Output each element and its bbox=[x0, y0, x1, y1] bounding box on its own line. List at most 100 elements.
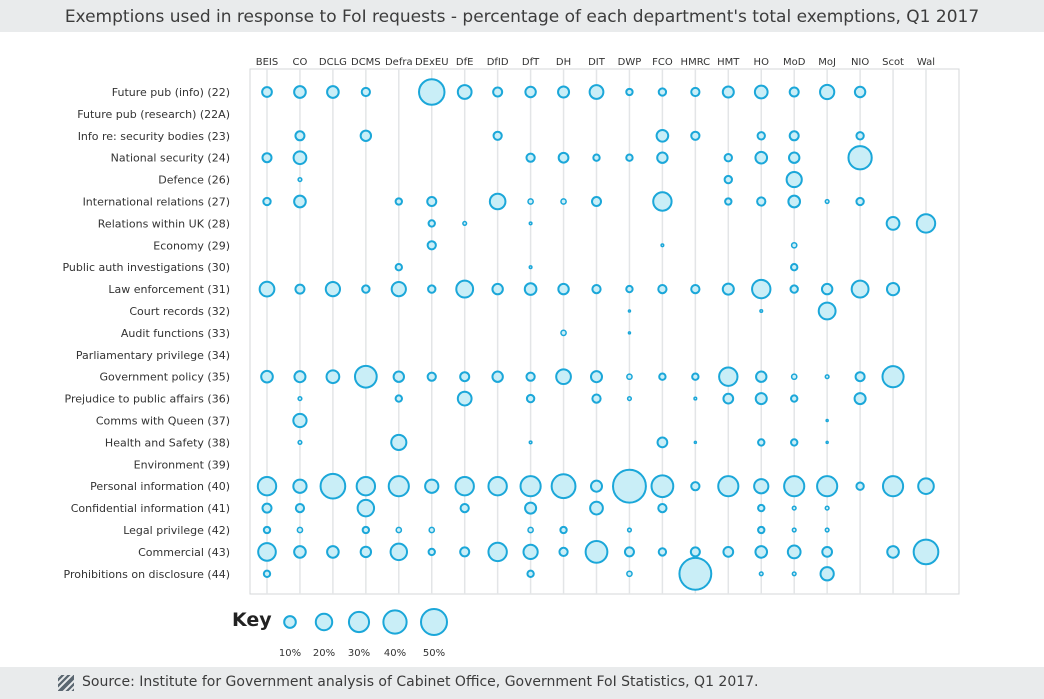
bubble bbox=[655, 128, 670, 143]
bubble bbox=[824, 198, 830, 205]
column-header-moj: MoJ bbox=[818, 57, 836, 68]
bubble bbox=[394, 197, 403, 206]
bubble bbox=[262, 569, 272, 578]
bubble bbox=[785, 171, 803, 189]
bubble bbox=[296, 526, 304, 534]
bubble bbox=[292, 150, 308, 166]
bubble bbox=[456, 390, 473, 407]
bubble bbox=[820, 282, 834, 296]
bubble bbox=[824, 505, 830, 511]
bubble bbox=[361, 525, 371, 535]
column-header-wal: Wal bbox=[917, 57, 935, 68]
key-value-label: 50% bbox=[423, 648, 445, 659]
bubble bbox=[722, 546, 735, 558]
row-label: Future pub (info) (22) bbox=[112, 86, 230, 99]
key-value-label: 30% bbox=[348, 648, 370, 659]
bubble bbox=[787, 194, 802, 209]
bubble bbox=[361, 284, 371, 294]
bubble bbox=[689, 546, 701, 558]
row-label: Future pub (research) (22A) bbox=[77, 108, 230, 121]
bubble bbox=[757, 438, 766, 447]
bubble bbox=[718, 366, 739, 387]
bubble bbox=[690, 481, 701, 492]
bubble bbox=[850, 279, 870, 299]
source-note: Source: Institute for Government analysi… bbox=[82, 674, 759, 690]
bubble bbox=[791, 505, 797, 511]
bubble bbox=[912, 538, 940, 566]
title-bar bbox=[0, 0, 1044, 32]
bubble bbox=[557, 151, 570, 164]
bubble bbox=[491, 282, 504, 296]
bubble bbox=[459, 502, 470, 514]
column-header-dexeu: DExEU bbox=[415, 57, 449, 68]
bubble bbox=[855, 481, 865, 491]
bubble bbox=[790, 373, 798, 381]
bubble bbox=[427, 219, 436, 228]
bubble bbox=[754, 392, 768, 406]
bubble bbox=[428, 526, 436, 534]
bubble bbox=[717, 475, 740, 498]
row-label: Government policy (35) bbox=[99, 371, 230, 384]
row-label: Confidential information (41) bbox=[71, 502, 230, 515]
bubble bbox=[528, 440, 533, 445]
bubble bbox=[854, 371, 866, 383]
bubble bbox=[459, 546, 471, 558]
bubble bbox=[625, 87, 634, 97]
bubble bbox=[591, 283, 602, 295]
bubble bbox=[759, 308, 764, 314]
bubble bbox=[454, 476, 475, 497]
row-label: Parliamentary privilege (34) bbox=[76, 349, 230, 362]
bubble bbox=[591, 393, 602, 404]
bubble bbox=[326, 85, 340, 99]
bubble bbox=[261, 502, 273, 514]
bubble bbox=[491, 370, 504, 383]
key-bubble bbox=[283, 615, 297, 629]
bubble bbox=[319, 472, 347, 500]
bubble bbox=[693, 396, 698, 401]
bubble bbox=[821, 546, 834, 558]
column-header-dclg: DCLG bbox=[319, 57, 347, 68]
row-label: Defence (26) bbox=[158, 174, 230, 187]
bubble bbox=[693, 440, 698, 445]
bubble bbox=[525, 393, 536, 404]
bubble bbox=[650, 474, 675, 499]
bubble bbox=[690, 130, 701, 141]
bubble bbox=[293, 85, 307, 99]
column-header-mod: MoD bbox=[783, 57, 806, 68]
bubble bbox=[721, 85, 735, 99]
bubble bbox=[394, 263, 403, 272]
bubble bbox=[881, 475, 905, 498]
column-header-dfid: DfID bbox=[487, 57, 509, 68]
bubble bbox=[528, 221, 533, 226]
bubble bbox=[555, 368, 572, 386]
bubble bbox=[658, 372, 667, 381]
bubble bbox=[751, 278, 772, 300]
bubble bbox=[560, 329, 567, 337]
row-label: Health and Safety (38) bbox=[105, 436, 230, 449]
bubble bbox=[790, 241, 798, 249]
bubble bbox=[881, 365, 905, 389]
bubble bbox=[526, 569, 535, 578]
bubble bbox=[819, 83, 836, 101]
bubble bbox=[324, 280, 342, 298]
bubble bbox=[791, 527, 797, 533]
column-header-dh: DH bbox=[556, 57, 571, 68]
bubble bbox=[528, 265, 533, 270]
bubble bbox=[524, 85, 537, 99]
bubble bbox=[755, 370, 768, 383]
row-label: Legal privilege (42) bbox=[123, 524, 230, 537]
bubble bbox=[325, 369, 341, 385]
bubble bbox=[559, 525, 568, 535]
bubble bbox=[462, 220, 468, 226]
bubble bbox=[753, 478, 770, 495]
bubble bbox=[721, 282, 735, 296]
bubble bbox=[426, 195, 438, 208]
bubble bbox=[260, 369, 274, 384]
key-value-label: 40% bbox=[384, 648, 406, 659]
bubble bbox=[353, 364, 378, 389]
hatched-square-icon bbox=[58, 675, 74, 691]
bubble bbox=[589, 500, 604, 516]
bubble bbox=[492, 130, 503, 141]
row-label: Public auth investigations (30) bbox=[62, 261, 230, 274]
bubble bbox=[656, 436, 669, 449]
